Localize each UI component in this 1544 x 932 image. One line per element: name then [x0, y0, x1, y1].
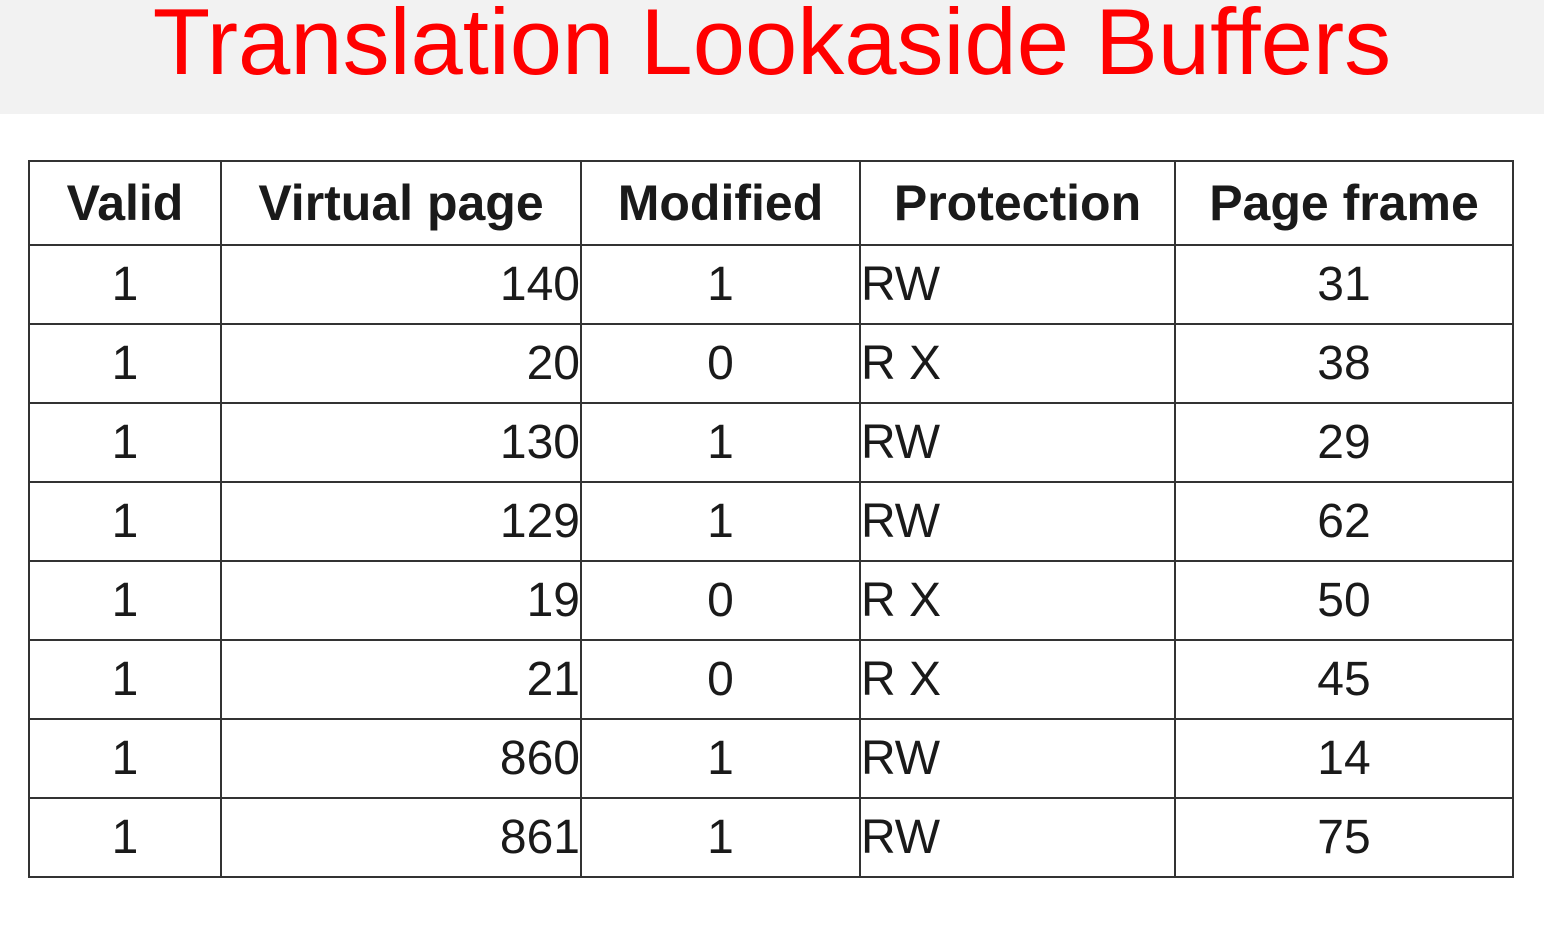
cell-protection: RW — [859, 402, 1176, 483]
cell-page-frame: 50 — [1174, 560, 1514, 641]
cell-page-frame: 38 — [1174, 323, 1514, 404]
header-valid: Valid — [28, 160, 222, 246]
cell-virtual-page: 19 — [220, 560, 582, 641]
cell-valid: 1 — [28, 639, 222, 720]
cell-virtual-page: 21 — [220, 639, 582, 720]
table-row: 1 20 0 R X 38 — [28, 323, 1514, 404]
header-row: Valid Virtual page Modified Protection P… — [28, 160, 1514, 246]
cell-virtual-page: 861 — [220, 797, 582, 878]
cell-valid: 1 — [28, 481, 222, 562]
header-virtual-page: Virtual page — [220, 160, 582, 246]
cell-protection: R X — [859, 639, 1176, 720]
slide-title: Translation Lookaside Buffers — [152, 0, 1392, 94]
title-band — [0, 0, 1544, 114]
cell-protection: R X — [859, 323, 1176, 404]
cell-virtual-page: 129 — [220, 481, 582, 562]
table-row: 1 21 0 R X 45 — [28, 639, 1514, 720]
cell-page-frame: 75 — [1174, 797, 1514, 878]
cell-modified: 1 — [580, 244, 861, 325]
cell-valid: 1 — [28, 718, 222, 799]
cell-virtual-page: 860 — [220, 718, 582, 799]
cell-modified: 1 — [580, 481, 861, 562]
cell-protection: R X — [859, 560, 1176, 641]
cell-virtual-page: 140 — [220, 244, 582, 325]
cell-protection: RW — [859, 244, 1176, 325]
cell-valid: 1 — [28, 402, 222, 483]
tlb-table: Valid Virtual page Modified Protection P… — [28, 160, 1514, 878]
cell-virtual-page: 20 — [220, 323, 582, 404]
cell-modified: 1 — [580, 797, 861, 878]
cell-virtual-page: 130 — [220, 402, 582, 483]
table-row: 1 129 1 RW 62 — [28, 481, 1514, 562]
cell-valid: 1 — [28, 323, 222, 404]
cell-page-frame: 14 — [1174, 718, 1514, 799]
cell-protection: RW — [859, 718, 1176, 799]
table-row: 1 140 1 RW 31 — [28, 244, 1514, 325]
header-page-frame: Page frame — [1174, 160, 1514, 246]
cell-modified: 1 — [580, 718, 861, 799]
cell-valid: 1 — [28, 797, 222, 878]
cell-valid: 1 — [28, 560, 222, 641]
cell-valid: 1 — [28, 244, 222, 325]
cell-page-frame: 31 — [1174, 244, 1514, 325]
cell-modified: 0 — [580, 323, 861, 404]
cell-protection: RW — [859, 797, 1176, 878]
cell-page-frame: 45 — [1174, 639, 1514, 720]
header-modified: Modified — [580, 160, 861, 246]
table-row: 1 130 1 RW 29 — [28, 402, 1514, 483]
cell-protection: RW — [859, 481, 1176, 562]
cell-modified: 0 — [580, 639, 861, 720]
cell-modified: 1 — [580, 402, 861, 483]
table-row: 1 19 0 R X 50 — [28, 560, 1514, 641]
cell-page-frame: 29 — [1174, 402, 1514, 483]
header-protection: Protection — [859, 160, 1176, 246]
cell-modified: 0 — [580, 560, 861, 641]
cell-page-frame: 62 — [1174, 481, 1514, 562]
table-row: 1 861 1 RW 75 — [28, 797, 1514, 878]
table-row: 1 860 1 RW 14 — [28, 718, 1514, 799]
